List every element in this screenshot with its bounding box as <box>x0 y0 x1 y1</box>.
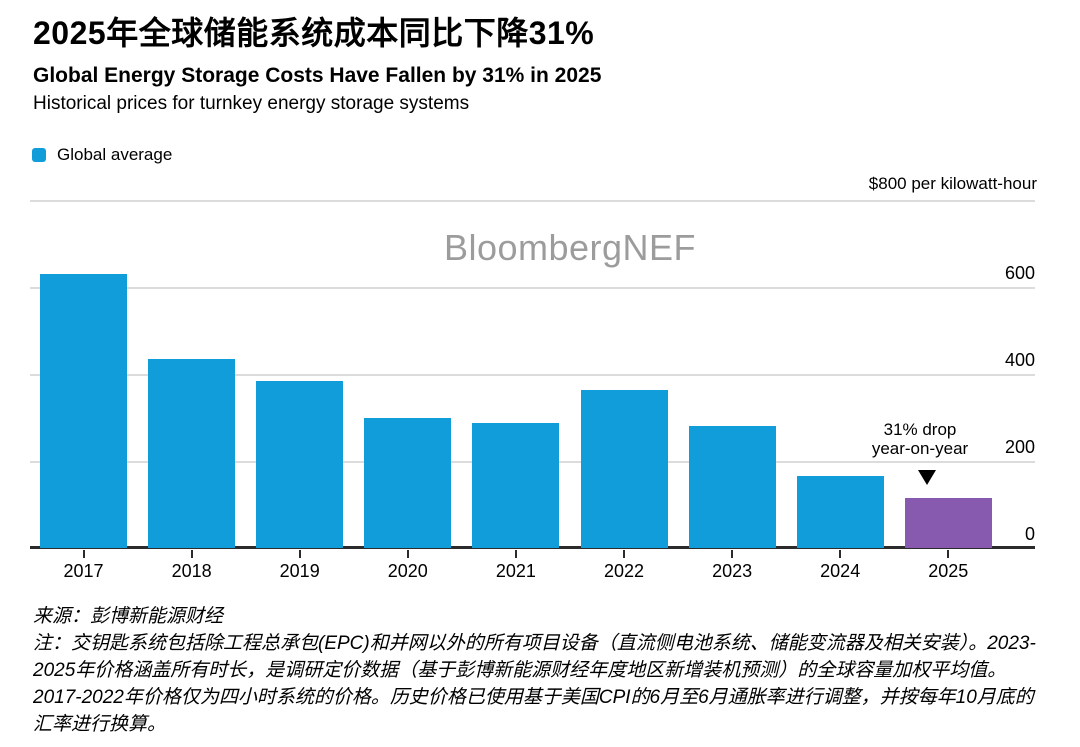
page-subtitle: Historical prices for turnkey energy sto… <box>33 93 470 114</box>
bloombergnef-watermark: BloombergNEF <box>443 227 697 268</box>
x-tick-2021 <box>514 550 517 558</box>
x-tick-2025 <box>947 550 950 558</box>
annotation-line2: year-on-year <box>871 439 969 458</box>
gridline-800 <box>30 200 1035 202</box>
y-axis-label-0: 0 <box>1024 524 1035 544</box>
bar-2018 <box>148 358 236 548</box>
x-axis-label-2019: 2019 <box>279 561 320 581</box>
y-axis-label-600: 600 <box>1004 263 1035 283</box>
down-triangle-icon <box>918 470 936 485</box>
x-tick-2017 <box>82 550 85 558</box>
bar-2022 <box>580 390 668 548</box>
y-axis-label-400: 400 <box>1004 350 1035 370</box>
x-axis-label-2021: 2021 <box>495 561 536 581</box>
x-tick-2023 <box>731 550 734 558</box>
bar-2023 <box>688 425 776 548</box>
bar-2019 <box>256 380 344 548</box>
y-axis-label-200: 200 <box>1004 437 1035 457</box>
source-note: 来源：彭博新能源财经 <box>33 606 224 627</box>
annotation-line1: 31% drop <box>883 420 957 439</box>
x-tick-2022 <box>623 550 625 558</box>
x-axis-label-2020: 2020 <box>387 561 428 581</box>
x-axis-label-2024: 2024 <box>820 561 861 581</box>
annotation-text: 31% drop year-on-year <box>840 420 1000 458</box>
methodology-note: 注：交钥匙系统包括除工程总承包(EPC)和并网以外的所有项目设备（直流侧电池系统… <box>33 633 1036 735</box>
bar-2017 <box>40 273 127 548</box>
footnotes: 来源：彭博新能源财经 注：交钥匙系统包括除工程总承包(EPC)和并网以外的所有项… <box>33 603 1049 738</box>
chart-legend: Global average <box>32 145 172 165</box>
page-title-chinese: 2025年全球储能系统成本同比下降31% <box>33 15 595 51</box>
x-axis-label-2023: 2023 <box>712 561 753 581</box>
bar-2020 <box>364 418 452 548</box>
x-axis-label-2018: 2018 <box>171 561 212 581</box>
x-axis-label-2025: 2025 <box>928 561 969 581</box>
x-tick-2018 <box>190 550 193 558</box>
x-tick-2019 <box>298 550 301 558</box>
legend-swatch-icon <box>32 148 46 162</box>
bar-2021 <box>472 423 560 548</box>
x-axis-label-2022: 2022 <box>603 561 645 581</box>
bar-2024 <box>796 476 884 548</box>
bar-2025 <box>904 498 992 548</box>
x-tick-2024 <box>839 550 842 558</box>
y-axis-unit-label: $800 per kilowatt-hour <box>868 174 1037 193</box>
legend-label: Global average <box>57 145 173 164</box>
x-tick-2020 <box>406 550 409 558</box>
gridline-600 <box>30 287 1035 289</box>
chart-plot: 600 400 200 0 2017 2018 2019 2020 2021 2022 2023 20… <box>30 200 1035 581</box>
gridline-400 <box>30 374 1035 376</box>
x-axis-label-2017: 2017 <box>63 561 104 581</box>
page-title-english: Global Energy Storage Costs Have Fallen … <box>33 64 602 87</box>
